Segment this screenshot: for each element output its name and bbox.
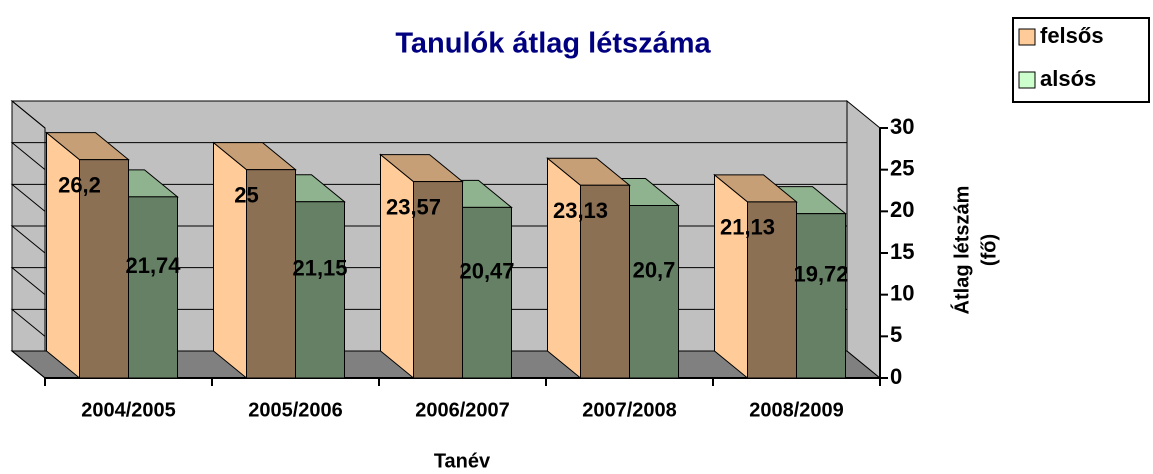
y-tick-label: 25 <box>890 155 914 180</box>
bar-front <box>295 201 345 379</box>
legend <box>1012 17 1150 103</box>
value-label: 20,7 <box>633 258 676 283</box>
bar-side <box>714 173 748 380</box>
grid-line <box>10 100 847 129</box>
legend-label: alsós <box>1040 66 1096 91</box>
x-tick-label: 2005/2006 <box>248 399 343 421</box>
right-wall <box>846 99 881 380</box>
x-tick-label: 2007/2008 <box>582 399 677 421</box>
value-label: 21,74 <box>125 253 181 278</box>
value-label: 19,72 <box>793 262 848 287</box>
bar-side <box>213 141 247 380</box>
value-label: 20,47 <box>459 259 514 284</box>
bar-front <box>462 206 512 379</box>
y-tick-label: 10 <box>890 280 914 305</box>
value-label: 21,13 <box>720 215 775 240</box>
chart-title: Tanulók átlag létszáma <box>395 28 711 60</box>
bar-front <box>796 213 846 379</box>
bar-front <box>79 159 129 379</box>
value-label: 25 <box>234 182 258 207</box>
value-label: 23,57 <box>386 194 441 219</box>
legend-swatch <box>1018 71 1036 89</box>
grid-line <box>10 142 847 171</box>
bar-front <box>246 169 296 379</box>
x-tick-label: 2004/2005 <box>81 399 176 421</box>
bar-front <box>128 196 178 379</box>
y-tick-label: 5 <box>890 322 902 347</box>
y-axis-title: (fő) <box>978 234 1000 266</box>
y-tick-label: 0 <box>890 364 902 389</box>
x-tick-label: 2006/2007 <box>415 399 510 421</box>
legend-swatch <box>1018 28 1036 46</box>
y-tick-label: 15 <box>890 239 914 264</box>
bar-front <box>629 205 679 379</box>
bar-side <box>380 153 414 380</box>
value-label: 23,13 <box>553 198 608 223</box>
y-tick-label: 20 <box>890 197 914 222</box>
bar-side <box>547 157 581 380</box>
value-label: 21,15 <box>292 256 347 281</box>
value-label: 26,2 <box>58 172 101 197</box>
bar-side <box>46 131 80 380</box>
y-axis-title: Átlag létszám <box>950 186 973 315</box>
bar-front <box>413 181 463 379</box>
bar-front <box>747 201 797 379</box>
bar-front <box>580 184 630 379</box>
x-axis-title: Tanév <box>434 450 491 472</box>
y-tick-label: 30 <box>890 114 914 139</box>
legend-label: felsős <box>1040 23 1104 48</box>
x-tick-label: 2008/2009 <box>749 399 844 421</box>
